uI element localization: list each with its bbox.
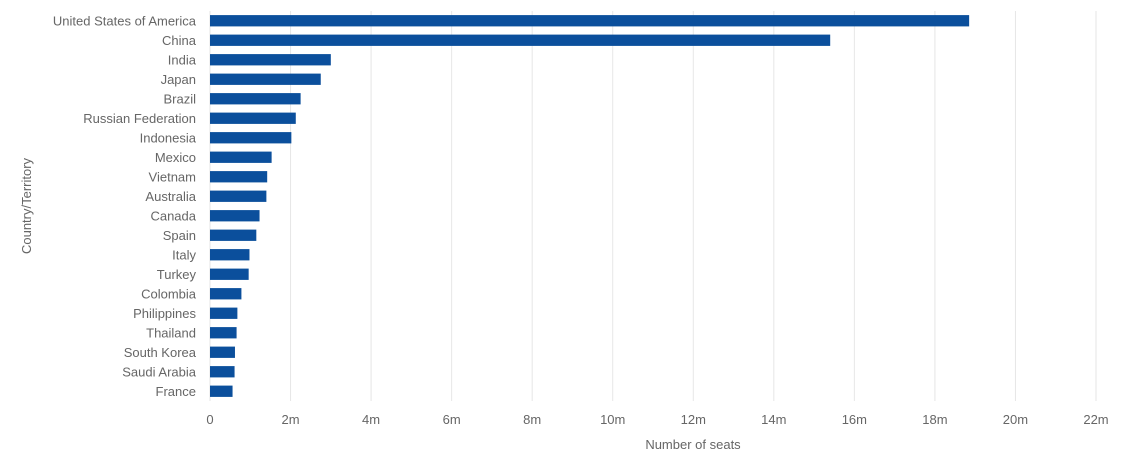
y-tick-label: France bbox=[156, 384, 196, 399]
y-tick-label: Thailand bbox=[146, 325, 196, 340]
grid-lines bbox=[209, 11, 1097, 401]
y-tick-label: Philippines bbox=[133, 306, 196, 321]
bar[interactable] bbox=[210, 151, 272, 163]
y-tick-label: South Korea bbox=[124, 345, 197, 360]
y-tick-label: Colombia bbox=[141, 286, 197, 301]
bar[interactable] bbox=[210, 190, 267, 202]
y-tick-label: Mexico bbox=[155, 150, 196, 165]
bar[interactable] bbox=[210, 15, 970, 27]
y-tick-label: Spain bbox=[163, 228, 196, 243]
y-tick-labels: United States of America China India Japan B… bbox=[53, 13, 197, 399]
y-tick-label: Saudi Arabia bbox=[122, 364, 196, 379]
x-tick-label: 8m bbox=[523, 412, 541, 427]
x-tick-label: 12m bbox=[681, 412, 706, 427]
bar[interactable] bbox=[210, 54, 331, 66]
bar[interactable] bbox=[210, 268, 249, 280]
bar[interactable] bbox=[210, 73, 321, 85]
bar[interactable] bbox=[210, 346, 235, 358]
y-tick-label: India bbox=[168, 52, 197, 67]
x-tick-label: 0 bbox=[206, 412, 213, 427]
x-tick-label: 14m bbox=[761, 412, 786, 427]
x-tick-label: 10m bbox=[600, 412, 625, 427]
y-axis-title: Country/Territory bbox=[19, 157, 34, 254]
y-tick-label: China bbox=[162, 33, 197, 48]
bar[interactable] bbox=[210, 210, 260, 222]
y-tick-label: Indonesia bbox=[140, 130, 197, 145]
x-tick-label: 16m bbox=[842, 412, 867, 427]
bar[interactable] bbox=[210, 385, 233, 397]
bar[interactable] bbox=[210, 132, 292, 144]
x-tick-labels: 0 2m 4m 6m 8m 10m 12m 14m 16m 18m 20m 22m bbox=[206, 412, 1108, 427]
bar[interactable] bbox=[210, 112, 296, 124]
y-tick-label: Turkey bbox=[157, 267, 197, 282]
bar[interactable] bbox=[210, 288, 242, 300]
x-tick-label: 2m bbox=[282, 412, 300, 427]
bar[interactable] bbox=[210, 93, 301, 105]
y-tick-label: Vietnam bbox=[149, 169, 196, 184]
y-tick-label: Italy bbox=[172, 247, 196, 262]
y-tick-label: Canada bbox=[150, 208, 196, 223]
y-tick-label: Russian Federation bbox=[83, 111, 196, 126]
bar[interactable] bbox=[210, 366, 235, 378]
x-tick-label: 6m bbox=[443, 412, 461, 427]
y-tick-label: Brazil bbox=[163, 91, 196, 106]
x-tick-label: 18m bbox=[922, 412, 947, 427]
x-tick-label: 20m bbox=[1003, 412, 1028, 427]
bar[interactable] bbox=[210, 249, 250, 261]
y-tick-label: Japan bbox=[161, 72, 196, 87]
x-tick-label: 22m bbox=[1083, 412, 1108, 427]
x-tick-label: 4m bbox=[362, 412, 380, 427]
bars bbox=[210, 15, 970, 397]
y-tick-label: Australia bbox=[145, 189, 196, 204]
bar[interactable] bbox=[210, 34, 831, 46]
bar[interactable] bbox=[210, 327, 237, 339]
bar[interactable] bbox=[210, 307, 238, 319]
x-axis-title: Number of seats bbox=[645, 437, 741, 452]
bar[interactable] bbox=[210, 229, 257, 241]
y-tick-label: United States of America bbox=[53, 13, 197, 28]
bar[interactable] bbox=[210, 171, 268, 183]
